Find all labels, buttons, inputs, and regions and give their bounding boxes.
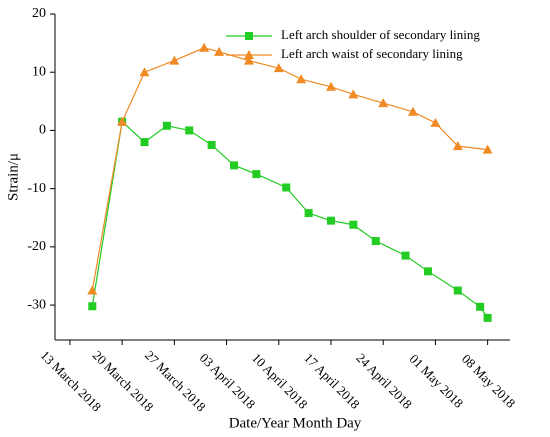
data-point	[282, 183, 291, 192]
data-point	[482, 144, 493, 154]
series-line	[91, 47, 488, 291]
data-point	[273, 63, 284, 73]
y-tick-label: -20	[27, 239, 46, 254]
legend-label: Left arch waist of secondary lining	[281, 46, 463, 61]
data-point	[378, 98, 389, 108]
x-tick-label: 24 April 2018	[353, 350, 415, 412]
legend-label: Left arch shoulder of secondary lining	[281, 27, 480, 42]
data-point	[230, 161, 239, 170]
y-tick-label: -30	[27, 297, 46, 312]
data-point	[408, 106, 419, 116]
legend-marker	[244, 50, 254, 59]
data-point	[117, 116, 128, 126]
data-point	[185, 126, 194, 135]
data-point	[401, 251, 410, 260]
data-point	[452, 141, 463, 151]
data-point	[453, 286, 462, 295]
data-point	[483, 313, 492, 322]
data-point	[348, 89, 359, 99]
data-point	[304, 209, 313, 218]
y-tick-label: -10	[27, 181, 46, 196]
data-point	[207, 140, 216, 149]
data-point	[430, 117, 441, 127]
data-point	[325, 81, 336, 91]
data-point	[326, 216, 335, 225]
data-point	[88, 302, 97, 311]
data-point	[349, 220, 358, 229]
x-tick-label: 01 May 2018	[407, 351, 467, 411]
y-tick-label: 0	[39, 123, 46, 138]
data-point	[162, 121, 171, 130]
data-point	[371, 237, 380, 246]
data-point	[476, 302, 485, 311]
data-point	[214, 46, 225, 56]
data-point	[252, 170, 261, 179]
data-point	[140, 138, 149, 147]
y-axis-label: Strain/μ	[5, 153, 21, 201]
series-line	[91, 120, 489, 319]
data-point	[423, 267, 432, 276]
data-point	[296, 74, 307, 84]
y-tick-label: 10	[32, 64, 46, 79]
x-tick-label: 08 May 2018	[459, 351, 519, 411]
data-point	[139, 67, 150, 77]
legend-marker	[245, 32, 253, 40]
x-axis-label: Date/Year Month Day	[229, 415, 362, 431]
y-tick-label: 20	[32, 6, 46, 21]
data-point	[87, 285, 98, 295]
data-point	[199, 42, 210, 52]
data-point	[243, 55, 254, 65]
data-point	[169, 55, 180, 65]
